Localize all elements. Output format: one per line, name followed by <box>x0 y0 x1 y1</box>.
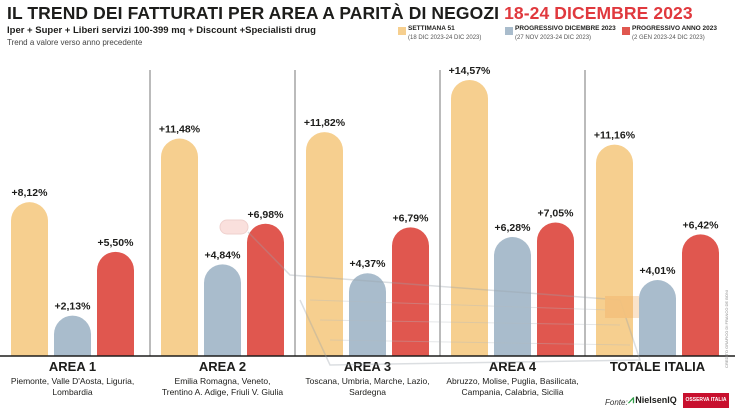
title-date: 18-24 DICEMBRE 2023 <box>504 3 693 23</box>
data-label-area-3-progressivo-anno-2023: +6,79% <box>393 212 430 224</box>
bar-totale-italia-progressivo-anno-2023 <box>682 234 719 356</box>
category-region-area-1: Lombardia <box>52 387 92 397</box>
legend-label-dicembre: PROGRESSIVO DICEMBRE 2023 <box>515 25 616 32</box>
bar-totale-italia-settimana-51 <box>596 144 633 356</box>
data-label-area-4-settimana-51: +14,57% <box>449 65 491 77</box>
legend-label-settimana: SETTIMANA 51 <box>408 25 455 32</box>
bar-area-1-progressivo-anno-2023 <box>97 251 134 356</box>
data-label-totale-italia-progressivo-dicembre-2023: +4,01% <box>640 265 677 277</box>
cart-handle <box>219 219 249 235</box>
legend-swatch-anno <box>622 27 630 35</box>
category-region-area-4: Abruzzo, Molise, Puglia, Basilicata, <box>446 376 578 386</box>
bar-area-1-settimana-51 <box>11 202 48 356</box>
legend-label-anno: PROGRESSIVO ANNO 2023 <box>632 25 718 32</box>
legend-sub-dicembre: (27 NOV 2023-24 DIC 2023) <box>515 35 592 41</box>
bar-area-4-progressivo-anno-2023 <box>537 222 574 356</box>
data-label-area-4-progressivo-dicembre-2023: +6,28% <box>495 222 532 234</box>
bar-area-4-progressivo-dicembre-2023 <box>494 237 531 356</box>
data-label-area-3-settimana-51: +11,82% <box>304 117 346 129</box>
category-label-area-1: AREA 1 <box>49 359 96 374</box>
category-label-area-4: AREA 4 <box>489 359 537 374</box>
bar-area-3-progressivo-dicembre-2023 <box>349 273 386 356</box>
bar-totale-italia-progressivo-dicembre-2023 <box>639 280 676 356</box>
chart-subnote: Trend a valore verso anno precedente <box>7 38 143 47</box>
bar-area-3-settimana-51 <box>306 132 343 356</box>
category-label-area-2: AREA 2 <box>199 359 246 374</box>
category-region-area-2: Trentino A. Adige, Friuli V. Giulia <box>162 387 284 397</box>
legend-sub-settimana: (18 DIC 2023-24 DIC 2023) <box>408 35 482 41</box>
bar-area-1-progressivo-dicembre-2023 <box>54 315 91 356</box>
bar-area-2-progressivo-anno-2023 <box>247 223 284 356</box>
legend-sub-anno: (2 GEN 2023-24 DIC 2023) <box>632 35 705 41</box>
chart-title: IL TREND DEI FATTURATI PER AREA A PARITÀ… <box>7 3 693 24</box>
data-label-totale-italia-progressivo-anno-2023: +6,42% <box>683 219 720 231</box>
bar-area-2-progressivo-dicembre-2023 <box>204 264 241 356</box>
source-label: Fonte: <box>605 398 628 407</box>
bar-area-3-progressivo-anno-2023 <box>392 227 429 356</box>
category-region-area-4: Campania, Calabria, Sicilia <box>461 387 563 397</box>
legend-swatch-dicembre <box>505 27 513 35</box>
category-label-totale-italia: TOTALE ITALIA <box>610 359 706 374</box>
bar-area-4-settimana-51 <box>451 80 488 357</box>
cart-tag <box>605 296 639 318</box>
bar-area-2-settimana-51 <box>161 138 198 356</box>
title-main: IL TREND DEI FATTURATI PER AREA A PARITÀ… <box>7 3 500 23</box>
category-region-area-3: Toscana, Umbria, Marche, Lazio, <box>305 376 429 386</box>
data-label-area-1-progressivo-dicembre-2023: +2,13% <box>55 301 92 313</box>
legend-swatch-settimana <box>398 27 406 35</box>
nielsen-label: NielsenIQ <box>635 395 677 405</box>
category-region-area-1: Piemonte, Valle D'Aosta, Liguria, <box>11 376 134 386</box>
nielsen-logo: ⩘NielsenIQ <box>628 394 677 408</box>
data-label-totale-italia-settimana-51: +11,16% <box>594 130 636 142</box>
data-label-area-2-progressivo-anno-2023: +6,98% <box>248 209 285 221</box>
data-label-area-2-progressivo-dicembre-2023: +4,84% <box>205 249 242 261</box>
data-label-area-2-settimana-51: +11,48% <box>159 124 201 136</box>
osservatorio-logo: OSSERVA ITALIA <box>683 393 729 408</box>
chart-subtitle: Iper + Super + Liberi servizi 100-399 mq… <box>7 25 316 36</box>
data-label-area-3-progressivo-dicembre-2023: +4,37% <box>350 258 387 270</box>
data-label-area-1-settimana-51: +8,12% <box>12 187 49 199</box>
category-region-area-2: Emilia Romagna, Veneto, <box>175 376 271 386</box>
category-label-area-3: AREA 3 <box>344 359 391 374</box>
shopping-cart-icon <box>219 219 642 366</box>
nielsen-mark-icon: ⩘ <box>628 394 635 406</box>
graphic-credit: CREDITO GRAFICO DI FRANCO DE BONI <box>724 290 729 368</box>
cart-frame <box>247 231 642 366</box>
data-label-area-1-progressivo-anno-2023: +5,50% <box>98 237 135 249</box>
data-label-area-4-progressivo-anno-2023: +7,05% <box>538 207 575 219</box>
cart-basket-lines <box>309 299 631 346</box>
category-region-area-3: Sardegna <box>349 387 386 397</box>
